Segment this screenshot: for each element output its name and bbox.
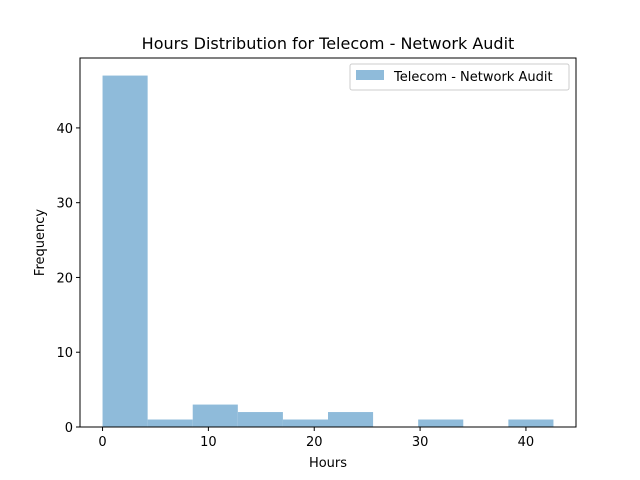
y-tick-label: 0 — [65, 421, 73, 436]
histogram-bar-1 — [147, 419, 193, 427]
plot-frame — [79, 57, 577, 428]
histogram-bar-5 — [328, 412, 374, 427]
histogram-bar-2 — [192, 404, 238, 427]
y-axis-label: Frequency — [33, 209, 48, 276]
x-tick-label: 10 — [200, 435, 217, 450]
histogram-bar-9 — [508, 419, 554, 427]
histogram-bar-7 — [418, 419, 464, 427]
histogram-bar-0 — [102, 75, 148, 427]
y-tick-label: 20 — [56, 271, 73, 286]
histogram-bar-3 — [237, 412, 283, 427]
y-tick-label: 40 — [56, 122, 73, 137]
legend: Telecom - Network Audit — [349, 63, 570, 91]
histogram-bar-4 — [282, 419, 328, 427]
x-tick-label: 20 — [306, 435, 323, 450]
chart-title: Hours Distribution for Telecom - Network… — [142, 34, 515, 53]
y-axis-ticks: 0 10 20 30 40 — [56, 122, 80, 436]
y-tick-label: 10 — [56, 346, 73, 361]
legend-label: Telecom - Network Audit — [393, 70, 553, 85]
x-axis-label: Hours — [309, 456, 347, 471]
y-tick-label: 30 — [56, 197, 73, 212]
x-tick-label: 30 — [412, 435, 429, 450]
bars-group — [102, 75, 554, 427]
legend-swatch — [356, 70, 384, 80]
legend-box — [349, 63, 570, 91]
x-tick-label: 0 — [98, 435, 106, 450]
x-axis-ticks: 0 10 20 30 40 — [98, 427, 534, 450]
x-tick-label: 40 — [518, 435, 535, 450]
